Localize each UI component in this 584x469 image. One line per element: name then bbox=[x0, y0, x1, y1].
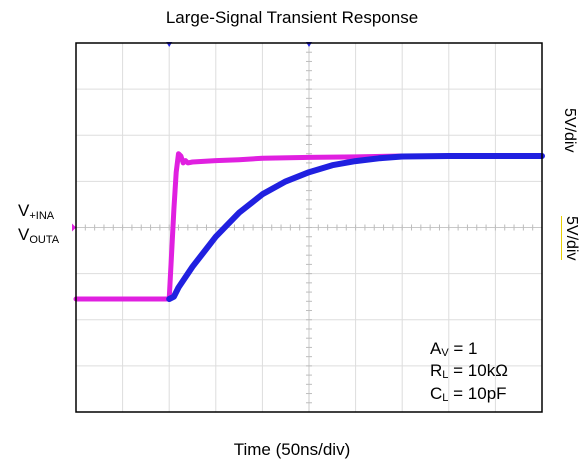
gain-annotation: AV = 1 bbox=[430, 339, 478, 359]
load-capacitance-annotation: CL = 10pF bbox=[430, 384, 507, 404]
chart-title: Large-Signal Transient Response bbox=[165, 8, 419, 27]
output-trace bbox=[166, 153, 545, 302]
load-resistance-annotation: RL = 10kΩ bbox=[430, 361, 508, 381]
output-scale-label: 5V/div bbox=[561, 216, 580, 261]
ground-marker bbox=[72, 223, 76, 232]
x-axis-label: Time (50ns/div) bbox=[233, 440, 351, 459]
input-scale-label: 5V/div bbox=[561, 108, 578, 153]
input-signal-label: V+INA bbox=[18, 201, 55, 222]
plot-frame bbox=[75, 42, 543, 413]
output-signal-label: VOUTA bbox=[18, 225, 60, 246]
